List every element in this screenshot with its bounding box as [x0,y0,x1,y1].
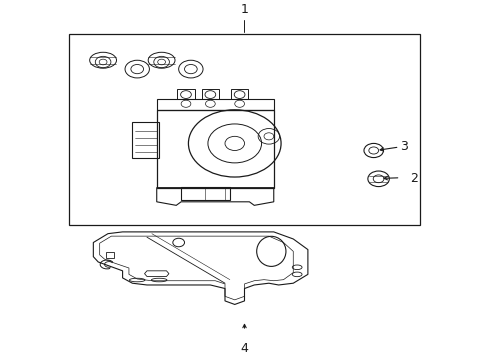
Bar [69,34,419,225]
Bar [132,122,159,158]
Bar [177,89,194,99]
Bar [157,110,273,188]
Text: 2: 2 [409,172,417,185]
Bar [230,89,248,99]
Text: 4: 4 [240,342,248,355]
Text: 1: 1 [240,3,248,16]
Bar [105,252,114,258]
Bar [181,186,229,200]
Text: 3: 3 [400,140,407,153]
Bar [201,89,219,99]
